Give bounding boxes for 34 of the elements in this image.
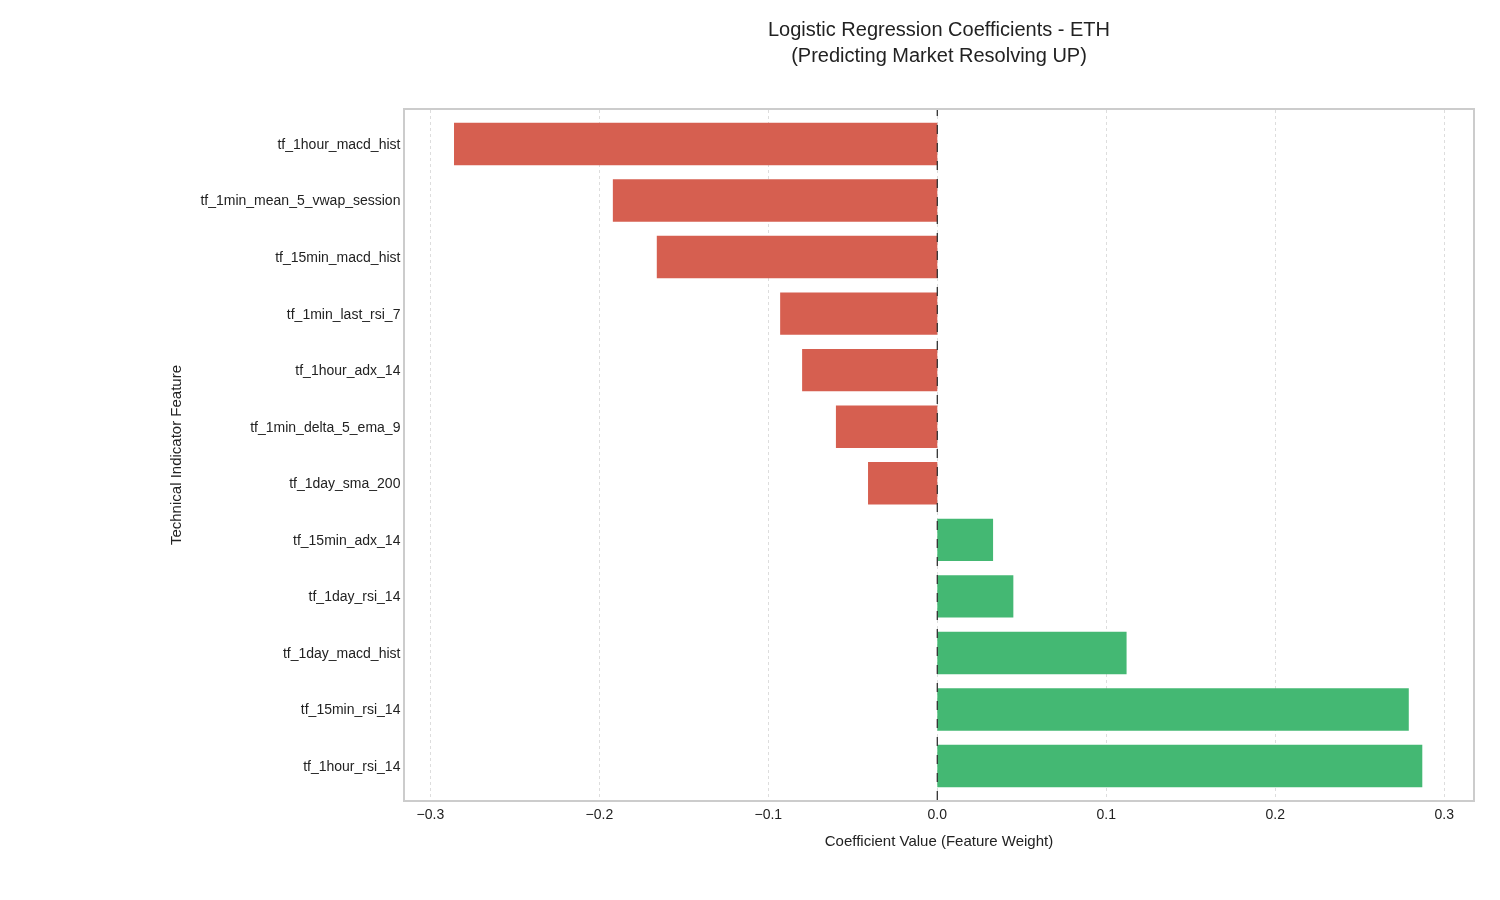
y-tick-label: tf_1min_last_rsi_7 [286, 305, 401, 322]
y-tick-label: tf_1day_macd_hist [282, 644, 401, 661]
bar [937, 688, 1409, 731]
bar [937, 575, 1014, 618]
y-tick-label: tf_15min_adx_14 [293, 531, 401, 548]
y-axis-title: Technical Indicator Feature [167, 364, 185, 546]
x-tick-label: −0.1 [754, 805, 783, 822]
bar [937, 518, 994, 562]
chart-title: Logistic Regression Coefficients - ETH (Predicting Market Resolving UP) [768, 18, 1110, 66]
bar [937, 631, 1127, 675]
bar [868, 462, 938, 505]
x-tick-label: −0.3 [416, 805, 445, 822]
x-tick-label: 0.0 [927, 805, 948, 822]
bar [454, 122, 938, 166]
y-tick-label: tf_1min_mean_5_vwap_session [200, 192, 401, 209]
bar [835, 405, 938, 448]
x-tick-label: −0.2 [585, 805, 614, 822]
bar [612, 179, 938, 222]
y-tick-label: tf_1day_rsi_14 [308, 588, 401, 605]
bar [937, 744, 1423, 788]
bar [780, 292, 938, 335]
x-tick-label: 0.2 [1265, 805, 1286, 822]
y-tick-label: tf_15min_rsi_14 [300, 701, 401, 718]
x-tick-label: 0.1 [1096, 805, 1117, 822]
x-tick-label: 0.3 [1434, 805, 1455, 822]
y-tick-label: tf_1hour_rsi_14 [303, 757, 401, 774]
y-tick-label: tf_1hour_macd_hist [277, 135, 401, 152]
y-tick-label: tf_1hour_adx_14 [295, 362, 401, 379]
y-tick-label: tf_1day_sma_200 [289, 475, 401, 492]
bar [802, 348, 938, 392]
bar [656, 235, 938, 279]
y-tick-label: tf_1min_delta_5_ema_9 [250, 418, 401, 435]
x-axis-title: Coefficient Value (Feature Weight) [824, 832, 1054, 850]
y-tick-label: tf_15min_macd_hist [275, 248, 401, 265]
